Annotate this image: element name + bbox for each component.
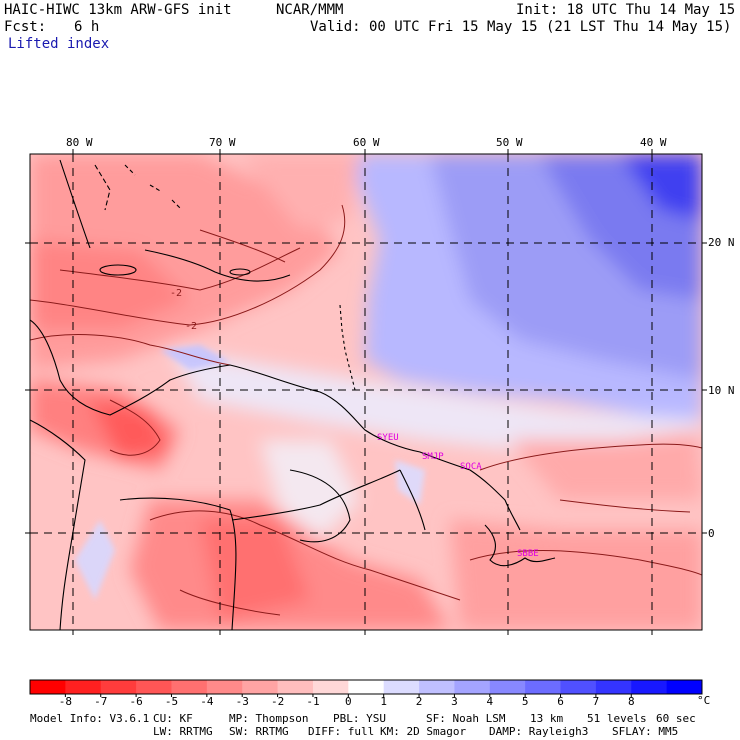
colorbar-tick-label: -1: [306, 695, 320, 708]
colorbar-swatch: [383, 680, 420, 694]
colorbar-swatch: [312, 680, 349, 694]
lon-label-70w: 70 W: [209, 136, 236, 149]
colorbar-swatch: [242, 680, 279, 694]
colorbar-swatch: [136, 680, 172, 694]
lon-label-60w: 60 W: [353, 136, 380, 149]
station-smjp: SMJP: [422, 452, 444, 462]
timestep: 60 sec: [656, 712, 696, 725]
colorbar-swatch: [206, 680, 243, 694]
colorbar-tick-label: 0: [345, 695, 352, 708]
colorbar-tick-label: 3: [451, 695, 458, 708]
map-frame: [29, 153, 703, 631]
colorbar-swatch: [595, 680, 632, 694]
levels: 51 levels: [587, 712, 647, 725]
forecast-hour: 6 h: [74, 19, 100, 35]
model-title: HAIC-HIWC 13km ARW-GFS init: [4, 2, 232, 18]
cu-scheme: CU: KF: [153, 712, 193, 725]
km-scheme: KM: 2D Smagor: [380, 725, 467, 738]
lw-scheme: LW: RRTMG: [153, 725, 213, 738]
station-syeu: SYEU: [377, 433, 399, 443]
model-info: Model Info: V3.6.1: [30, 712, 150, 725]
colorbar-swatch: [100, 680, 137, 694]
contour-label: -2: [185, 321, 198, 332]
colorbar-swatch: [560, 680, 597, 694]
colorbar-frame: [29, 679, 703, 695]
field-name: Lifted index: [8, 36, 110, 52]
colorbar-tick-label: 2: [415, 695, 423, 708]
resolution: 13 km: [530, 712, 564, 725]
lat-lon-grid: [30, 154, 702, 630]
colorbar-tick-label: -3: [235, 695, 249, 708]
colorbar-unit: °C: [697, 694, 711, 707]
colorbar-swatch: [419, 680, 455, 694]
valid-time: Valid: 00 UTC Fri 15 May 15 (21 LST Thu …: [310, 19, 732, 35]
lat-label-0: 0: [708, 527, 715, 540]
sflay-scheme: SFLAY: MM5: [612, 725, 679, 738]
map-field: [30, 154, 702, 630]
init-time: Init: 18 UTC Thu 14 May 15: [516, 2, 736, 18]
colorbar-tick-label: -8: [58, 695, 73, 708]
pbl-scheme: PBL: YSU: [333, 712, 386, 725]
lat-label-10n: 10 N: [708, 384, 735, 397]
colorbar-swatch: [525, 680, 562, 694]
colorbar-swatch: [277, 680, 314, 694]
colorbar-tick-label: 4: [486, 695, 494, 708]
lat-label-20n: 20 N: [708, 236, 735, 249]
colorbar-tick-label: -5: [164, 695, 179, 708]
colorbar-swatch: [348, 680, 385, 694]
colorbar-tick-label: 1: [380, 695, 387, 708]
colorbar-tick-label: 6: [557, 695, 564, 708]
sf-scheme: SF: Noah LSM: [426, 712, 506, 725]
lon-label-50w: 50 W: [496, 136, 523, 149]
forecast-label: Fcst:: [4, 19, 47, 35]
coastlines: [30, 159, 556, 630]
mp-scheme: MP: Thompson: [229, 712, 309, 725]
colorbar-tick-label: 7: [592, 695, 600, 708]
colorbar-swatch: [171, 680, 208, 694]
contour-label: -2: [170, 288, 183, 299]
station-sbbe: SBBE: [517, 549, 539, 559]
damp-scheme: DAMP: Rayleigh3: [489, 725, 589, 738]
colorbar-swatch: [65, 680, 102, 694]
contour-lines: [30, 204, 702, 616]
station-soca: SOCA: [460, 462, 482, 472]
colorbar-tick-label: -2: [270, 695, 285, 708]
colorbar-swatch: [30, 680, 66, 694]
org-label: NCAR/MMM: [276, 2, 344, 18]
diff-scheme: DIFF: full: [308, 725, 375, 738]
colorbar-tick-label: 8: [627, 695, 635, 708]
colorbar-swatch: [666, 680, 703, 694]
lon-label-80w: 80 W: [66, 136, 93, 149]
colorbar-swatch: [489, 680, 526, 694]
colorbar-tick-label: 5: [521, 695, 529, 708]
colorbar-tick-label: -7: [94, 695, 108, 708]
colorbar-swatch: [631, 680, 668, 694]
sw-scheme: SW: RRTMG: [229, 725, 289, 738]
colorbar-tick-label: -6: [129, 695, 143, 708]
lon-label-40w: 40 W: [640, 136, 667, 149]
colorbar-tick-label: -4: [200, 695, 214, 708]
colorbar-swatch: [454, 680, 491, 694]
